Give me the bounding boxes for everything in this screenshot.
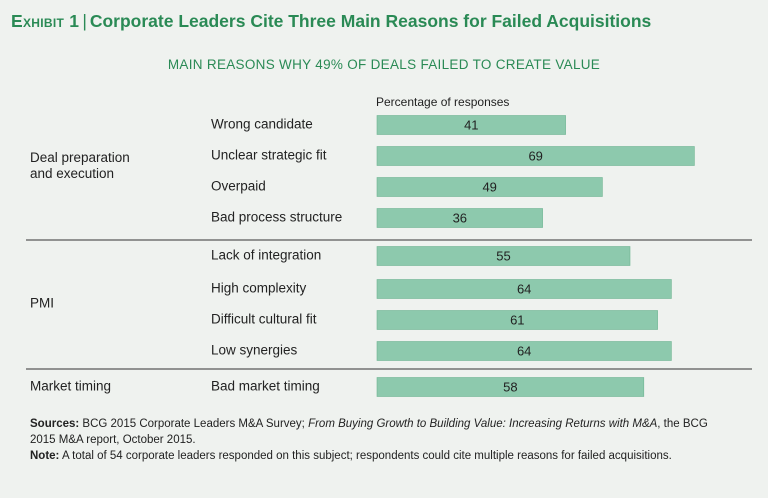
note-label: Note: — [30, 450, 60, 462]
category-label: Bad process structure — [211, 210, 342, 225]
data-label: 58 — [503, 379, 517, 394]
category-label: Low synergies — [211, 343, 298, 358]
group-label-line: Deal preparation — [30, 150, 130, 165]
data-label: 61 — [510, 312, 524, 327]
sources-note: Sources: BCG 2015 Corporate Leaders M&A … — [30, 417, 730, 448]
group-label-line: and execution — [30, 166, 114, 181]
group-label: Market timing — [30, 379, 111, 394]
exhibit-label: Exhibit 1 — [11, 11, 80, 31]
bar — [376, 377, 645, 397]
data-label: 36 — [453, 210, 467, 225]
category-label: Lack of integration — [211, 248, 321, 263]
sources-text-1: BCG 2015 Corporate Leaders M&A Survey; — [82, 418, 309, 430]
bar — [376, 115, 566, 135]
bar — [376, 246, 631, 266]
data-label: 41 — [464, 117, 478, 132]
data-label: 64 — [517, 281, 531, 296]
bar — [376, 279, 672, 299]
category-label: Unclear strategic fit — [211, 148, 327, 163]
chart-title: Exhibit 1 | Corporate Leaders Cite Three M… — [11, 11, 761, 32]
data-label: 69 — [528, 148, 542, 163]
title-text: Corporate Leaders Cite Three Main Reason… — [89, 11, 652, 31]
category-label: Wrong candidate — [211, 117, 313, 132]
category-label: Difficult cultural fit — [211, 312, 317, 327]
chart-subtitle: MAIN REASONS WHY 49% OF DEALS FAILED TO … — [167, 57, 601, 72]
data-label: 64 — [517, 343, 531, 358]
bar — [376, 208, 543, 228]
group-label: PMI — [30, 296, 54, 311]
data-label: 55 — [496, 248, 510, 263]
bar — [376, 341, 672, 361]
bar — [376, 177, 603, 197]
category-label: Overpaid — [211, 179, 266, 194]
sources-label: Sources: — [30, 418, 80, 430]
group-label: Deal preparation and execution — [30, 150, 130, 181]
bar — [376, 310, 658, 330]
data-label: 49 — [482, 179, 496, 194]
category-label: High complexity — [211, 281, 307, 296]
respondents-note: Note: A total of 54 corporate leaders re… — [30, 449, 730, 465]
title-separator: | — [82, 11, 87, 31]
category-label: Bad market timing — [211, 379, 320, 394]
x-axis-label: Percentage of responses — [376, 95, 510, 109]
note-text: A total of 54 corporate leaders responde… — [61, 450, 672, 462]
bar — [376, 146, 695, 166]
sources-text-2: , the BCG 2015 M&A report, October 2015. — [30, 418, 708, 446]
sources-report-title: From Buying Growth to Building Value: In… — [308, 418, 658, 430]
